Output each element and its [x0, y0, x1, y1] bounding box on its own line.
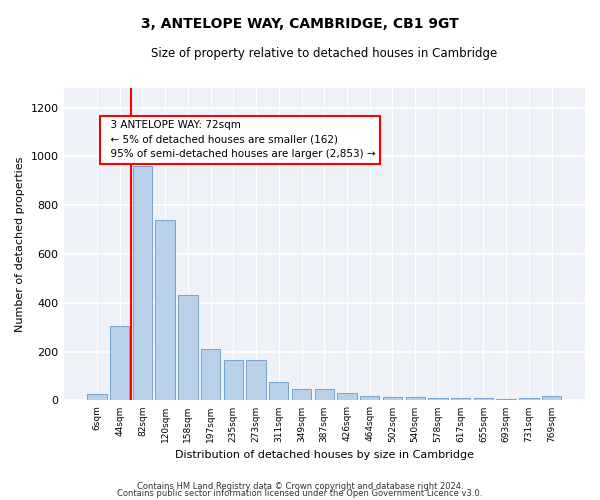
Bar	[292, 388, 311, 400]
Title: Size of property relative to detached houses in Cambridge: Size of property relative to detached ho…	[151, 48, 497, 60]
Text: 3 ANTELOPE WAY: 72sqm
  ← 5% of detached houses are smaller (162)
  95% of semi-: 3 ANTELOPE WAY: 72sqm ← 5% of detached h…	[104, 120, 376, 160]
Bar	[87, 394, 107, 400]
Bar	[451, 398, 470, 400]
Bar	[428, 398, 448, 400]
Bar	[110, 326, 130, 400]
Bar	[496, 399, 516, 400]
Text: Contains public sector information licensed under the Open Government Licence v3: Contains public sector information licen…	[118, 488, 482, 498]
Bar	[519, 398, 539, 400]
Bar	[360, 396, 379, 400]
Bar	[133, 166, 152, 400]
Bar	[247, 360, 266, 401]
Text: Contains HM Land Registry data © Crown copyright and database right 2024.: Contains HM Land Registry data © Crown c…	[137, 482, 463, 491]
Bar	[314, 388, 334, 400]
Bar	[383, 397, 402, 400]
Bar	[406, 397, 425, 400]
Bar	[542, 396, 561, 400]
Bar	[474, 398, 493, 400]
Bar	[201, 349, 220, 401]
Bar	[337, 393, 356, 400]
Y-axis label: Number of detached properties: Number of detached properties	[15, 156, 25, 332]
Bar	[178, 296, 197, 401]
Bar	[224, 360, 243, 401]
Bar	[269, 382, 289, 400]
X-axis label: Distribution of detached houses by size in Cambridge: Distribution of detached houses by size …	[175, 450, 474, 460]
Text: 3, ANTELOPE WAY, CAMBRIDGE, CB1 9GT: 3, ANTELOPE WAY, CAMBRIDGE, CB1 9GT	[141, 18, 459, 32]
Bar	[155, 220, 175, 400]
